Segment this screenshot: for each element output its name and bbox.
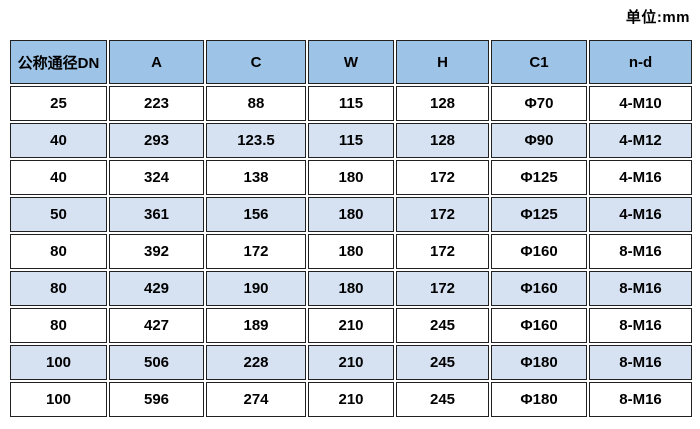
table-cell: 123.5 [206, 123, 306, 158]
table-cell: 25 [10, 86, 107, 121]
table-cell: 138 [206, 160, 306, 195]
table-cell: 245 [396, 308, 489, 343]
table-cell: 8-M16 [589, 308, 692, 343]
table-cell: 115 [308, 123, 394, 158]
table-cell: Φ125 [491, 160, 587, 195]
table-cell: Φ70 [491, 86, 587, 121]
table-cell: 4-M16 [589, 160, 692, 195]
table-cell: 228 [206, 345, 306, 380]
column-header: A [109, 40, 204, 84]
table-cell: 8-M16 [589, 345, 692, 380]
table-cell: 506 [109, 345, 204, 380]
table-cell: Φ160 [491, 308, 587, 343]
table-cell: 80 [10, 271, 107, 306]
table-row: 100 506 228 210 245 Φ180 8-M16 [10, 345, 692, 380]
table-cell: 429 [109, 271, 204, 306]
column-header: 公称通径DN [10, 40, 107, 84]
table-cell: Φ90 [491, 123, 587, 158]
table-cell: 115 [308, 86, 394, 121]
table-cell: Φ180 [491, 382, 587, 417]
table-cell: 245 [396, 382, 489, 417]
table-cell: Φ125 [491, 197, 587, 232]
table-cell: 100 [10, 382, 107, 417]
column-header: C [206, 40, 306, 84]
table-cell: Φ180 [491, 345, 587, 380]
table-cell: 128 [396, 123, 489, 158]
table-cell: 100 [10, 345, 107, 380]
table-cell: 172 [206, 234, 306, 269]
table-cell: 172 [396, 160, 489, 195]
table-cell: 427 [109, 308, 204, 343]
unit-label: 单位:mm [625, 9, 690, 26]
table-row: 40 324 138 180 172 Φ125 4-M16 [10, 160, 692, 195]
table-cell: 4-M16 [589, 197, 692, 232]
table-cell: 210 [308, 308, 394, 343]
table-cell: 245 [396, 345, 489, 380]
column-header: C1 [491, 40, 587, 84]
spec-table: 公称通径DN A C W H C1 n-d 25 223 88 115 128 Φ70 4-M10 40 2… [8, 38, 694, 419]
table-cell: 172 [396, 234, 489, 269]
table-cell: 4-M12 [589, 123, 692, 158]
table-cell: 88 [206, 86, 306, 121]
table-row: 50 361 156 180 172 Φ125 4-M16 [10, 197, 692, 232]
table-body: 25 223 88 115 128 Φ70 4-M10 40 293 123.5 115 128 Φ90… [10, 86, 692, 417]
table-row: 100 596 274 210 245 Φ180 8-M16 [10, 382, 692, 417]
column-header: n-d [589, 40, 692, 84]
table-cell: 8-M16 [589, 234, 692, 269]
table-cell: 180 [308, 234, 394, 269]
table-row: 80 429 190 180 172 Φ160 8-M16 [10, 271, 692, 306]
table-cell: Φ160 [491, 271, 587, 306]
table-row: 40 293 123.5 115 128 Φ90 4-M12 [10, 123, 692, 158]
table-cell: 172 [396, 197, 489, 232]
table-cell: 324 [109, 160, 204, 195]
table-cell: 210 [308, 345, 394, 380]
table-cell: 40 [10, 123, 107, 158]
table-cell: 80 [10, 308, 107, 343]
table-cell: 4-M10 [589, 86, 692, 121]
table-cell: 190 [206, 271, 306, 306]
table-cell: 156 [206, 197, 306, 232]
table-cell: 210 [308, 382, 394, 417]
table-cell: 293 [109, 123, 204, 158]
table-cell: 274 [206, 382, 306, 417]
column-header: W [308, 40, 394, 84]
table-cell: 128 [396, 86, 489, 121]
table-row: 80 392 172 180 172 Φ160 8-M16 [10, 234, 692, 269]
table-cell: 392 [109, 234, 204, 269]
table-cell: 189 [206, 308, 306, 343]
table-cell: 361 [109, 197, 204, 232]
table-cell: 180 [308, 160, 394, 195]
table-cell: 8-M16 [589, 271, 692, 306]
table-cell: 596 [109, 382, 204, 417]
header-row: 公称通径DN A C W H C1 n-d [10, 40, 692, 84]
table-cell: 180 [308, 271, 394, 306]
table-cell: Φ160 [491, 234, 587, 269]
table-cell: 172 [396, 271, 489, 306]
table-row: 80 427 189 210 245 Φ160 8-M16 [10, 308, 692, 343]
table-cell: 180 [308, 197, 394, 232]
column-header: H [396, 40, 489, 84]
table-cell: 50 [10, 197, 107, 232]
table-row: 25 223 88 115 128 Φ70 4-M10 [10, 86, 692, 121]
table-cell: 223 [109, 86, 204, 121]
table-cell: 80 [10, 234, 107, 269]
table-cell: 8-M16 [589, 382, 692, 417]
table-cell: 40 [10, 160, 107, 195]
